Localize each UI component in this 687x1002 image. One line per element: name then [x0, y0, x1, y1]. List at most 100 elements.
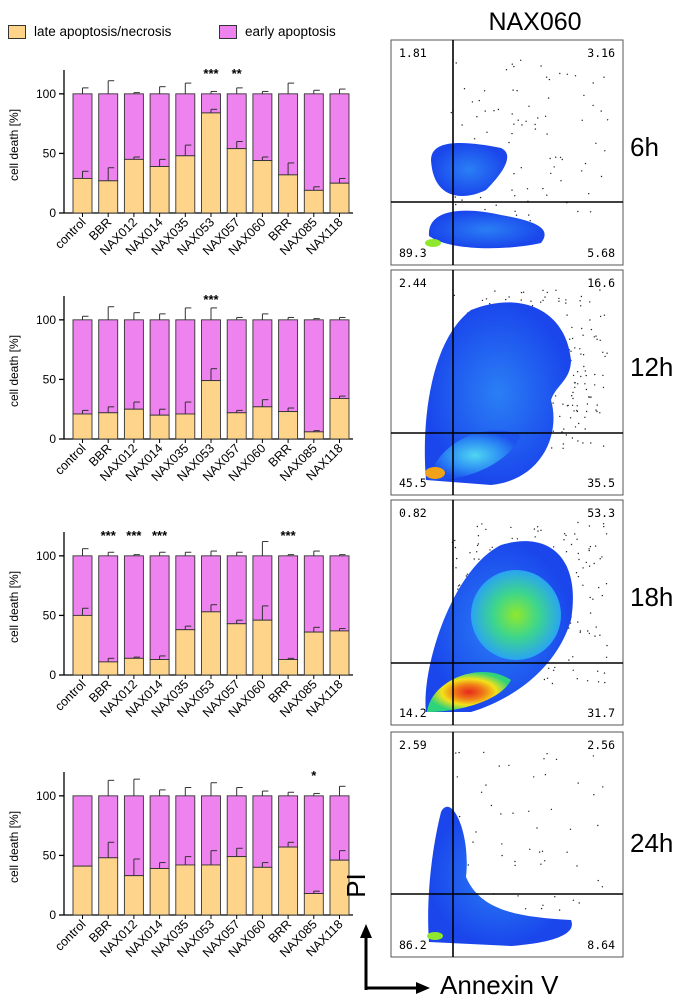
flow-event-dot [577, 621, 579, 623]
flow-event-dot [484, 208, 486, 211]
flow-event-dot [455, 567, 457, 569]
flow-event-dot [579, 348, 581, 350]
y-tick-label: 0 [49, 668, 56, 682]
flow-event-dot [577, 575, 580, 578]
flow-event-dot [520, 291, 523, 294]
flow-event-dot [594, 373, 596, 376]
quadrant-value-q_bl: 89.3 [399, 246, 427, 260]
flow-event-dot [582, 334, 584, 336]
time-label-12h: 12h [630, 352, 674, 382]
flow-event-dot [563, 428, 565, 430]
flow-event-dot [533, 528, 536, 530]
flow-event-dot [600, 110, 602, 112]
flow-event-dot [512, 89, 514, 91]
flow-event-dot [548, 667, 550, 669]
flow-event-dot [485, 528, 487, 531]
flow-event-dot [574, 386, 576, 389]
flow-event-dot [569, 828, 572, 830]
flow-event-dot [480, 791, 483, 793]
flow-event-dot [552, 402, 554, 404]
flow-event-dot [585, 561, 587, 564]
flow-event-dot [595, 409, 597, 411]
flow-event-dot [537, 117, 539, 119]
flow-event-dot [586, 680, 589, 682]
flow-event-dot [454, 546, 457, 549]
flow-event-dot [570, 350, 572, 352]
flow-event-dot [577, 440, 579, 442]
flow-event-dot [478, 558, 480, 560]
flow-event-dot [545, 76, 548, 78]
flow-event-dot [586, 403, 589, 405]
flow-event-dot [592, 755, 595, 757]
flow-event-dot [541, 850, 544, 852]
flow-event-dot [575, 572, 578, 574]
flow-event-dot [572, 656, 574, 658]
flow-event-dot [485, 298, 488, 300]
flow-event-dot [555, 758, 558, 761]
pi-arrow-head [360, 924, 372, 938]
flow-event-dot [594, 635, 596, 637]
flow-density-lower [428, 210, 545, 249]
flow-event-dot [593, 794, 595, 796]
flow-event-dot [534, 123, 536, 126]
flow-event-dot [583, 94, 585, 97]
flow-event-dot [542, 187, 544, 190]
quadrant-value-q_br: 5.68 [587, 246, 615, 260]
flow-event-dot [540, 907, 543, 910]
flow-event-dot [544, 860, 546, 862]
flow-event-dot [469, 552, 471, 554]
flow-event-dot [602, 351, 604, 353]
bar-chart-18h: cell death [%]050100controlBBRNAX012NAX0… [7, 528, 353, 720]
significance-mark: *** [101, 528, 117, 543]
flow-event-dot [589, 545, 592, 548]
flow-density-core [425, 467, 445, 479]
flow-density-upper [431, 143, 508, 197]
flow-event-dot [598, 586, 600, 589]
flow-event-dot [490, 804, 493, 807]
flow-event-dot [497, 108, 500, 111]
flow-event-dot [453, 294, 456, 297]
flow-density-core [427, 932, 443, 940]
flow-event-dot [597, 681, 600, 683]
flow-event-dot [574, 533, 576, 535]
flow-event-dot [511, 113, 513, 115]
quadrant-value-q_tl: 2.44 [399, 276, 427, 290]
quadrant-value-q_tr: 53.3 [587, 506, 615, 520]
flow-event-dot [566, 73, 568, 76]
flow-event-dot [516, 90, 518, 92]
flow-event-dot [528, 105, 530, 108]
flow-event-dot [595, 626, 597, 628]
flow-event-dot [559, 156, 562, 159]
flow-event-dot [514, 195, 516, 197]
y-tick-label: 50 [43, 372, 57, 386]
flow-event-dot [498, 765, 500, 767]
flow-event-dot [543, 678, 546, 681]
flow-event-dot [454, 539, 456, 542]
flow-event-dot [517, 895, 519, 897]
quadrant-value-q_bl: 86.2 [399, 938, 427, 952]
flow-event-dot [484, 110, 486, 112]
flow-event-dot [605, 656, 608, 658]
flow-event-dot [582, 584, 584, 586]
flow-event-dot [580, 305, 582, 307]
y-axis-label: cell death [%] [7, 109, 21, 181]
flow-density-core [425, 239, 441, 247]
flow-event-dot [599, 412, 601, 414]
flow-event-dot [555, 156, 557, 158]
flow-event-dot [516, 538, 519, 540]
flow-event-dot [483, 751, 485, 754]
flow-event-dot [576, 865, 578, 867]
flow-event-dot [592, 104, 594, 107]
flow-event-dot [593, 562, 595, 565]
flow-event-dot [602, 786, 604, 788]
flow-event-dot [578, 902, 580, 904]
flow-event-dot [599, 558, 601, 560]
flow-event-dot [574, 347, 576, 349]
flow-event-dot [456, 776, 458, 778]
flow-event-dot [521, 124, 523, 126]
time-label-24h: 24h [630, 828, 674, 858]
flow-event-dot [540, 529, 542, 531]
flow-event-dot [551, 447, 553, 449]
flow-event-dot [508, 764, 510, 767]
